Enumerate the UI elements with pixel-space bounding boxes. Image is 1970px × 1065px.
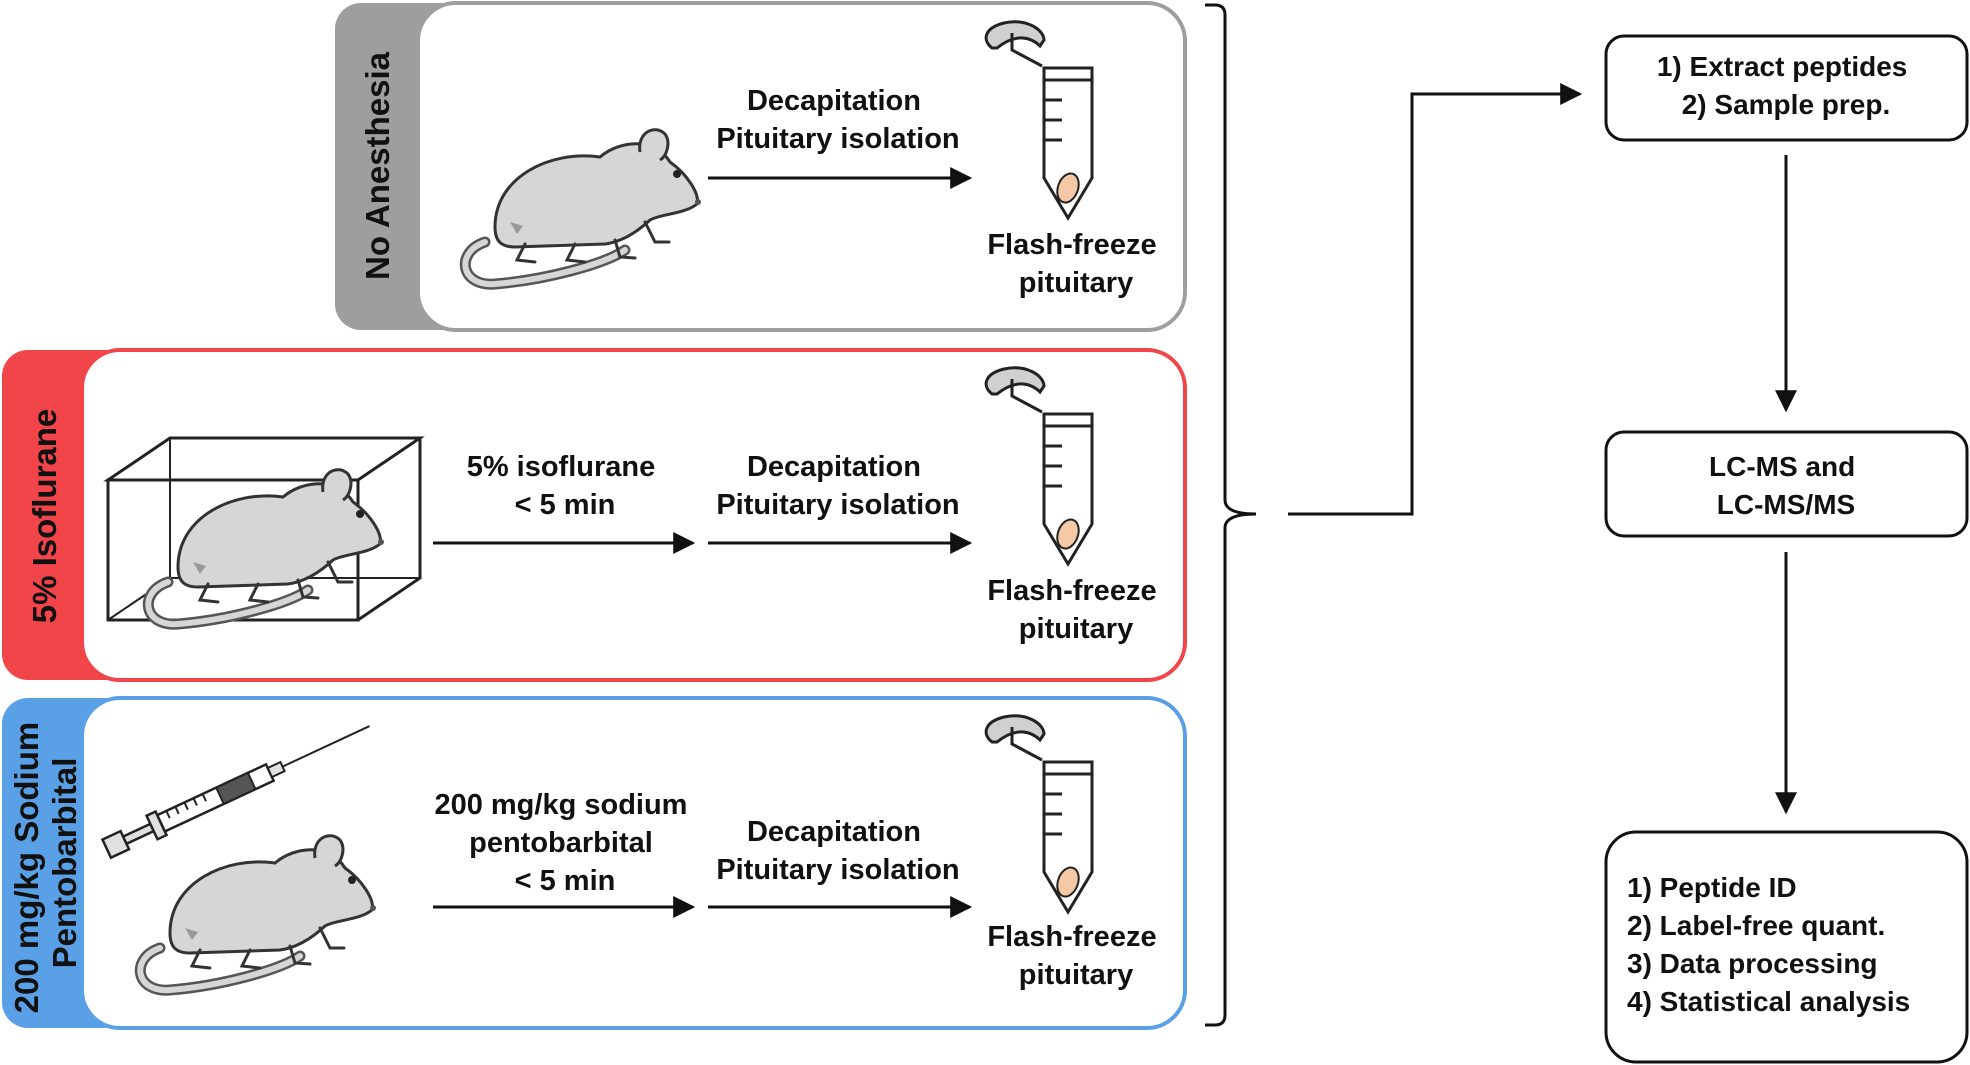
group-panel <box>416 1 1187 332</box>
workflow-box <box>1604 830 1969 1064</box>
step-isoflurane-label: 5% isoflurane < 5 min <box>467 451 664 521</box>
workflow-text: 1) Peptide ID 2) Label-free quant. 3) Da… <box>1627 872 1910 1017</box>
group-label: 5% Isoflurane <box>26 409 63 624</box>
workflow-box <box>1604 430 1969 538</box>
connector-arrow <box>1288 83 1583 516</box>
workflow-step-extract: 1) Extract peptides 2) Sample prep. <box>1604 34 1969 142</box>
syringe-illustration <box>100 725 370 860</box>
group-label: 200 mg/kg Sodium Pentobarbital <box>8 713 83 1014</box>
result-flash-freeze-label: Flash-freeze pituitary <box>987 575 1164 645</box>
group-label: No Anesthesia <box>359 51 396 280</box>
workflow-text: 1) Extract peptides 2) Sample prep. <box>1657 51 1915 120</box>
workflow-text: LC-MS and LC-MS/MS <box>1709 451 1863 520</box>
group-panel <box>80 696 1187 1030</box>
group-isoflurane: 5% Isoflurane 5% isoflurane < 5 min Deca… <box>2 348 1187 682</box>
group-no-anesthesia: No Anesthesia Decapitation Pituitary iso… <box>335 1 1187 332</box>
workflow-step-lcms: LC-MS and LC-MS/MS <box>1604 430 1969 538</box>
step-decapitation-label: Decapitation Pituitary isolation <box>716 816 959 886</box>
group-pentobarbital: 200 mg/kg Sodium Pentobarbital 200 mg/kg… <box>2 696 1187 1030</box>
group-bracket <box>1205 3 1257 1027</box>
workflow-step-analysis: 1) Peptide ID 2) Label-free quant. 3) Da… <box>1604 830 1969 1064</box>
step-decapitation-label: Decapitation Pituitary isolation <box>716 85 959 155</box>
result-flash-freeze-label: Flash-freeze pituitary <box>987 921 1164 991</box>
result-flash-freeze-label: Flash-freeze pituitary <box>987 229 1164 299</box>
step-decapitation-label: Decapitation Pituitary isolation <box>716 451 959 521</box>
step-pentobarbital-label: 200 mg/kg sodium pentobarbital < 5 min <box>434 789 695 897</box>
workflow-box <box>1604 34 1969 142</box>
